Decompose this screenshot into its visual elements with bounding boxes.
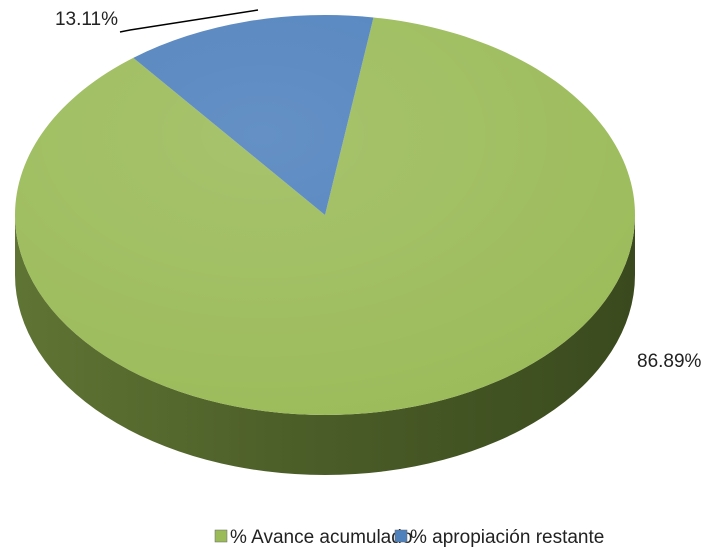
legend-swatch — [214, 529, 228, 543]
value-label: 86.89% — [637, 351, 702, 372]
legend-label: % Avance acumulado — [230, 527, 412, 548]
legend-swatch — [394, 529, 408, 543]
slice-side — [15, 215, 635, 475]
shine — [15, 15, 635, 415]
value-label: 13.11% — [55, 9, 118, 30]
legend-label: % apropiación restante — [410, 527, 604, 548]
leader-line — [119, 9, 259, 33]
